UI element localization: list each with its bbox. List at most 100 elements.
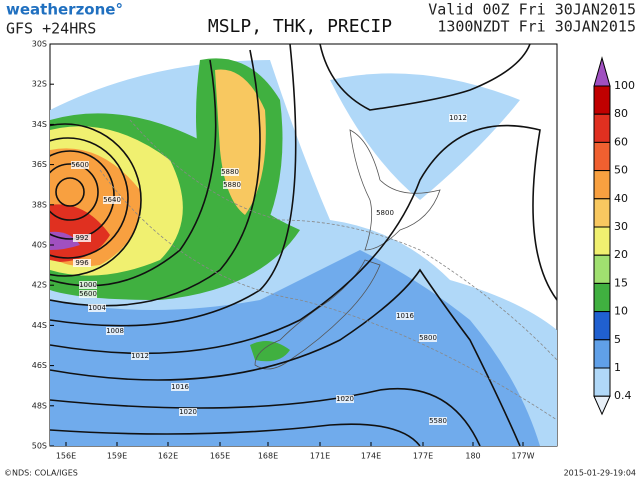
contour-label: 1000: [79, 281, 97, 289]
colorbar-label: 10: [614, 305, 628, 318]
colorbar-label: 60: [614, 135, 628, 148]
contour-label-bg: [449, 114, 467, 122]
colorbar-band: [593, 339, 611, 369]
colorbar-band: [593, 226, 611, 256]
colorbar-cap: [593, 56, 611, 87]
contour-label: 996: [75, 259, 89, 267]
colorbar-label: 15: [614, 276, 628, 289]
timestamp: 2015-01-29-19:04: [564, 469, 636, 478]
contour-label-bg: [223, 181, 241, 189]
colorbar-band: [593, 85, 611, 115]
colorbar-label: 30: [614, 220, 628, 233]
lon-label: 180: [465, 452, 480, 461]
south-island: [254, 259, 381, 370]
contour-label: 5600: [79, 290, 97, 298]
contour-label: 5600: [71, 161, 89, 169]
lon-label: 165E: [210, 452, 230, 461]
contour-label: 1012: [131, 352, 149, 360]
contour-label-bg: [419, 334, 437, 342]
lat-label: 40S: [32, 241, 47, 250]
colorbar-label: 100: [614, 79, 635, 92]
contour-label: 1020: [179, 408, 197, 416]
colorbar-band: [593, 170, 611, 200]
credit: ©NDS: COLA/IGES: [4, 469, 78, 478]
colorbar-label: 50: [614, 164, 628, 177]
contour-label-bg: [429, 417, 447, 425]
valid-utc: Valid 00Z Fri 30JAN2015: [428, 1, 636, 19]
contour-label-bg: [71, 161, 89, 169]
colorbar-label: 20: [614, 248, 628, 261]
colorbar-band: [593, 198, 611, 228]
colorbar-cap: [593, 395, 611, 416]
contour-label-bg: [103, 196, 121, 204]
lat-label: 32S: [32, 80, 47, 89]
lat-label: 38S: [32, 200, 47, 209]
colorbar-label: 5: [614, 333, 621, 346]
colorbar-band: [593, 311, 611, 341]
contour-label-bg: [376, 209, 394, 217]
contour-label-bg: [221, 168, 239, 176]
lon-label: 156E: [56, 452, 76, 461]
lat-label: 30S: [32, 40, 47, 49]
contour-label: 5800: [376, 209, 394, 217]
lat-label: 44S: [32, 321, 47, 330]
contour-label: 5580: [429, 417, 447, 425]
precip-light: [330, 73, 520, 200]
lat-label: 36S: [32, 160, 47, 169]
precip-green: [250, 341, 290, 362]
colorbar-label: 80: [614, 107, 628, 120]
colorbar-band: [593, 282, 611, 313]
colorbar-band: [593, 113, 611, 143]
north-island: [349, 129, 441, 251]
colorbar-band: [593, 254, 611, 284]
contour-label: 5880: [221, 168, 239, 176]
model-run: GFS +24HRS: [6, 20, 96, 38]
contour-label-bg: [73, 234, 91, 242]
contour-label-bg: [171, 383, 189, 391]
contour-label-bg: [179, 408, 197, 416]
map-title: MSLP, THK, PRECIP: [208, 16, 392, 37]
precip-purple: [50, 231, 80, 250]
contour-label-bg: [396, 312, 414, 320]
lat-label: 46S: [32, 361, 47, 370]
contour-label: 5800: [419, 334, 437, 342]
lon-label: 177E: [413, 452, 433, 461]
colorbar-band: [593, 141, 611, 172]
contour-label-bg: [131, 352, 149, 360]
colorbar-band: [593, 367, 611, 397]
lon-label: 177W: [511, 452, 534, 461]
colorbar-label: 0.4: [614, 389, 632, 402]
contour-label: 1016: [171, 383, 189, 391]
lat-label: 48S: [32, 401, 47, 410]
contour-label: 992: [75, 234, 88, 242]
lat-label: 34S: [32, 120, 47, 129]
colorbar-label: 40: [614, 192, 628, 205]
lon-label: 168E: [258, 452, 278, 461]
contour-label-bg: [79, 281, 97, 289]
lon-label: 159E: [107, 452, 127, 461]
lat-label: 42S: [32, 281, 47, 290]
lon-label: 171E: [310, 452, 330, 461]
precip-moderate: [50, 250, 540, 446]
contour-label-bg: [88, 304, 106, 312]
contour-label: 5880: [223, 181, 241, 189]
valid-local: 1300NZDT Fri 30JAN2015: [437, 18, 636, 36]
contour-label: 1016: [396, 312, 414, 320]
lon-label: 162E: [158, 452, 178, 461]
contour-label: 1020: [336, 395, 354, 403]
colorbar-label: 1: [614, 361, 621, 374]
logo: weatherzone°: [6, 1, 123, 19]
lon-label: 174E: [361, 452, 381, 461]
precip-orange: [215, 69, 266, 215]
contour-label-bg: [73, 259, 91, 267]
contour-label: 1012: [449, 114, 467, 122]
contour-label-bg: [106, 327, 124, 335]
contour-label-bg: [79, 290, 97, 298]
contour-label: 1008: [106, 327, 124, 335]
contour-label-bg: [336, 395, 354, 403]
lat-label: 50S: [32, 442, 47, 451]
contour-label: 5640: [103, 196, 121, 204]
contour-label: 1004: [88, 304, 106, 312]
